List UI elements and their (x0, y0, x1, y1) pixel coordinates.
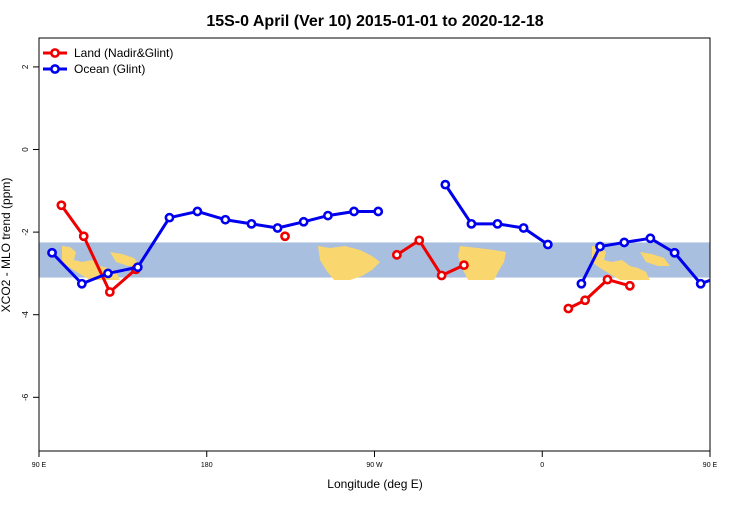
series-1-point-1-4 (542, 239, 553, 250)
series-1-point-1-1 (466, 218, 477, 229)
series-0-point-3-2 (602, 274, 613, 285)
land-south-america (318, 246, 380, 280)
legend: Land (Nadir&Glint) Ocean (Glint) (43, 46, 173, 76)
series-1-point-0-0 (47, 247, 57, 258)
y-tick-label-2: -2 (21, 228, 30, 236)
y-tick-label-0: 2 (21, 64, 30, 69)
series-1-point-2-0 (576, 278, 587, 289)
legend-marker-0 (50, 48, 60, 58)
land-masses (62, 246, 670, 280)
series-1-point-0-12 (373, 206, 384, 217)
land-australia-repeat (592, 246, 650, 280)
y-tick-label-4: -6 (21, 393, 30, 401)
series-0-point-2-0 (391, 249, 402, 260)
series-1-point-0-6 (220, 214, 231, 225)
data-band (39, 242, 710, 280)
series-0-point-3-1 (580, 295, 591, 306)
series-0-line-0 (60, 204, 137, 294)
series-0-point-3-0 (563, 303, 574, 314)
y-axis-label: XCO2 - MLO trend (ppm) (0, 178, 13, 313)
legend-label-0: Land (Nadir&Glint) (74, 46, 173, 60)
x-tick-label-2: 90 W (366, 462, 383, 469)
chart-title: 15S-0 April (Ver 10) 2015-01-01 to 2020-… (206, 13, 543, 30)
series-0-point-2-1 (414, 235, 425, 246)
series-0-point-2-2 (436, 270, 447, 281)
series-1-point-0-7 (246, 218, 257, 229)
x-axis: 90 E 180 90 W 0 90 E (32, 451, 718, 469)
x-tick-label-3: 0 (540, 462, 544, 469)
series-1-point-2-5 (695, 278, 706, 289)
series-0-point-0-0 (56, 200, 67, 211)
series-1-point-0-10 (323, 210, 333, 221)
series-1-point-2-1 (595, 241, 605, 252)
series-1-point-0-11 (349, 206, 359, 217)
series-0-point-0-2 (104, 287, 115, 297)
series-0-point-3-3 (624, 280, 635, 291)
series-1 (47, 179, 732, 289)
x-axis-label: Longitude (deg E) (327, 477, 422, 491)
legend-marker-1 (50, 64, 60, 74)
series-0-point-2-3 (459, 260, 469, 271)
legend-label-1: Ocean (Glint) (74, 62, 145, 76)
series-0-line-4 (732, 205, 750, 292)
land-new-guinea (110, 252, 140, 266)
series-1-point-0-5 (192, 206, 203, 217)
series-layer (47, 179, 750, 314)
x-tick-label-4: 90 E (703, 462, 718, 469)
series-0-line-2 (396, 238, 465, 277)
series-1-point-2-4 (669, 247, 680, 258)
y-tick-label-3: -4 (21, 311, 30, 319)
x-tick-label-0: 90 E (32, 462, 47, 469)
y-tick-label-1: 0 (21, 147, 30, 152)
series-1-point-1-2 (492, 218, 503, 229)
series-1-point-0-9 (298, 216, 309, 227)
series-1-point-2-3 (645, 233, 656, 244)
series-1-point-2-6 (725, 270, 732, 277)
x-tick-label-1: 180 (201, 462, 213, 469)
series-0 (56, 200, 750, 314)
series-0-point-1-0 (280, 231, 290, 242)
series-0-line-3 (567, 278, 631, 310)
land-new-guinea-repeat (640, 252, 670, 266)
series-1-point-2-2 (619, 237, 630, 248)
series-1-point-0-4 (164, 212, 175, 223)
y-axis: 2 0 -2 -4 -6 (21, 64, 39, 401)
series-1-line-2 (580, 236, 710, 286)
series-0-point-4-1 (746, 233, 750, 240)
series-1-point-1-3 (518, 223, 529, 233)
series-1-point-1-0 (440, 179, 451, 190)
series-1-point-0-1 (76, 278, 87, 289)
series-1-point-0-8 (272, 223, 283, 233)
land-africa (458, 246, 506, 280)
series-1-point-0-2 (103, 268, 113, 279)
series-0-point-0-1 (78, 231, 89, 242)
series-1-point-0-3 (132, 262, 143, 273)
series-1-line-1 (444, 183, 549, 246)
series-0-point-4-0 (729, 202, 736, 209)
